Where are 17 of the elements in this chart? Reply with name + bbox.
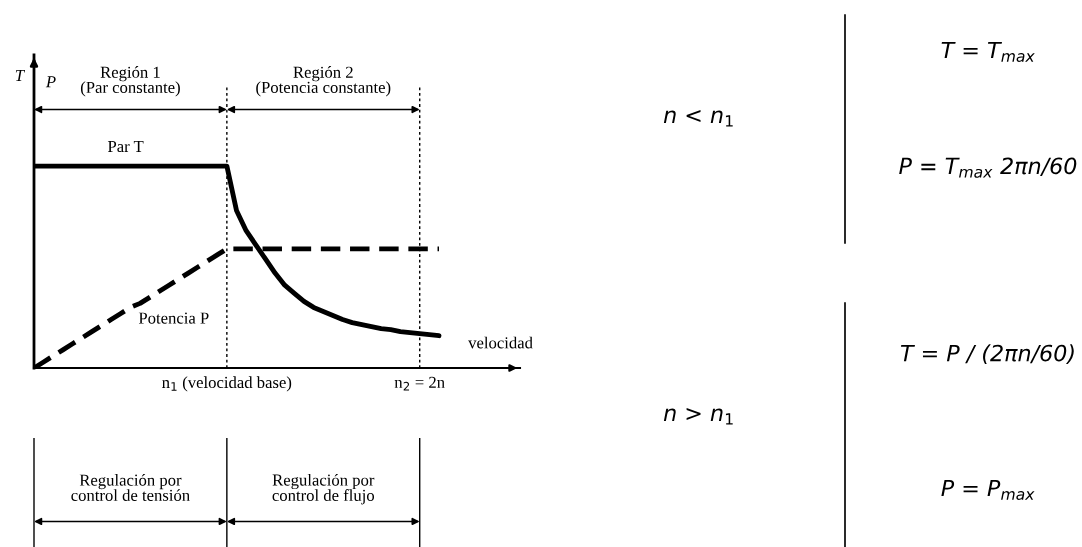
text: Región 2 (Potencia constante) [256,66,391,97]
text: T = P / (2πn/60) [900,344,1074,365]
text: P [45,76,56,88]
text: Regulación por control de flujo [272,473,375,505]
text: P = P$_{max}$ [941,479,1035,500]
x-tick-label: n$_{2}$ = 2n [394,376,445,391]
text: n > n$_{1}$ [663,408,733,425]
text: Par T [107,140,144,153]
text: P = T$_{max}$ 2πn/60 [899,157,1077,178]
text: T [15,70,26,81]
x-tick-label: n$_{1}$ (velocidad base) [162,376,292,392]
annotation: Potencia P [138,312,209,324]
text: n < n$_{1}$ [663,110,733,127]
text: T = T$_{max}$ [941,41,1035,62]
x-axis-title: velocidad [468,336,533,349]
text: Región 1 (Par constante) [80,66,180,97]
text: Regulación por control de tensión [71,474,190,501]
